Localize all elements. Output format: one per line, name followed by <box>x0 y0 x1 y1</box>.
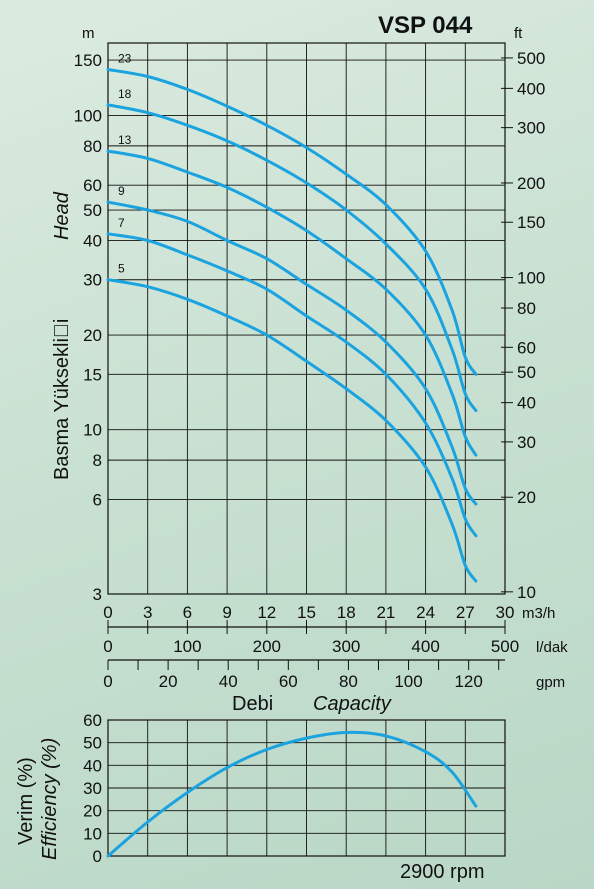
x-unit-m3h: m3/h <box>522 605 555 622</box>
head-curve-7 <box>106 232 478 538</box>
left-tick-label: 6 <box>93 490 102 509</box>
x-tick-label-gpm: 40 <box>219 672 238 691</box>
left-tick-label: 8 <box>93 451 102 470</box>
right-tick-label: 30 <box>517 433 536 452</box>
capacity-axes: 0 3 6 9 12 15 18 21 24 27 30 m3/h0 100 200 300 400 500 l/… <box>103 603 568 691</box>
x-tick-label-ldak: 200 <box>253 637 281 656</box>
x-tick-label-m3h: 0 <box>103 603 112 622</box>
left-tick-label: 80 <box>83 137 102 156</box>
eff-tick-label: 30 <box>83 779 102 798</box>
left-tick-label: 60 <box>83 176 102 195</box>
x-tick-label-m3h: 24 <box>416 603 435 622</box>
head-axis-title-italic: Head <box>51 191 73 240</box>
eff-tick-label: 0 <box>93 847 102 866</box>
curve-label: 9 <box>118 184 125 198</box>
efficiency-chart-grid <box>107 719 506 857</box>
left-tick-label: 30 <box>83 271 102 290</box>
right-tick-label: 20 <box>517 488 536 507</box>
x-unit-gpm: gpm <box>536 674 565 691</box>
x-tick-label-m3h: 21 <box>376 603 395 622</box>
capacity-title-italic: Capacity <box>313 693 392 715</box>
curve-label: 13 <box>118 133 132 147</box>
capacity-title: Debi <box>232 693 273 715</box>
right-tick-label: 50 <box>517 363 536 382</box>
x-tick-label-gpm: 0 <box>103 672 112 691</box>
efficiency-line <box>106 730 478 858</box>
x-tick-label-ldak: 100 <box>173 637 201 656</box>
left-tick-label: 150 <box>74 51 102 70</box>
right-tick-label: 400 <box>517 79 545 98</box>
curve-label: 7 <box>118 216 125 230</box>
head-axis-ticks: 3 6 8 10 15 20 30 40 50 60 80 100 150 10 20 30 40 50 60 80 1… <box>74 49 546 604</box>
x-tick-label-gpm: 100 <box>394 672 422 691</box>
x-unit-ldak: l/dak <box>536 639 568 656</box>
left-tick-label: 100 <box>74 106 102 125</box>
x-tick-label-m3h: 30 <box>496 603 515 622</box>
rpm-label: 2900 rpm <box>400 861 485 883</box>
efficiency-curve <box>106 730 478 858</box>
right-tick-label: 60 <box>517 338 536 357</box>
right-tick-label: 10 <box>517 583 536 602</box>
x-tick-label-ldak: 300 <box>332 637 360 656</box>
head-curve-23 <box>106 68 478 376</box>
head-curves: 23 18 13 9 7 5 <box>106 51 478 583</box>
left-tick-label: 20 <box>83 326 102 345</box>
curve-label: 18 <box>118 87 132 101</box>
x-tick-label-m3h: 15 <box>297 603 316 622</box>
x-tick-label-gpm: 120 <box>454 672 482 691</box>
chart-title: VSP 044 <box>378 12 473 39</box>
efficiency-axis-title: Verim (%) <box>15 757 37 845</box>
right-tick-label: 500 <box>517 49 545 68</box>
x-tick-label-m3h: 27 <box>456 603 475 622</box>
eff-tick-label: 20 <box>83 802 102 821</box>
right-unit-label: ft <box>514 25 523 42</box>
right-tick-label: 80 <box>517 299 536 318</box>
x-tick-label-m3h: 18 <box>337 603 356 622</box>
x-tick-label-gpm: 20 <box>159 672 178 691</box>
x-tick-label-m3h: 12 <box>257 603 276 622</box>
left-tick-label: 15 <box>83 365 102 384</box>
head-curve-13 <box>106 149 478 457</box>
left-tick-label: 3 <box>93 585 102 604</box>
right-tick-label: 150 <box>517 213 545 232</box>
x-tick-label-ldak: 0 <box>103 637 112 656</box>
left-tick-label: 10 <box>83 421 102 440</box>
left-tick-label: 40 <box>83 231 102 250</box>
efficiency-axis-title-italic: Efficiency (%) <box>39 738 61 860</box>
x-tick-label-ldak: 500 <box>491 637 519 656</box>
x-tick-label-m3h: 3 <box>143 603 152 622</box>
eff-tick-label: 50 <box>83 734 102 753</box>
x-tick-label-m3h: 6 <box>183 603 192 622</box>
eff-tick-label: 60 <box>83 711 102 730</box>
x-tick-label-gpm: 80 <box>339 672 358 691</box>
head-curve-5 <box>106 278 478 583</box>
eff-tick-label: 10 <box>83 824 102 843</box>
left-unit-label: m <box>82 25 95 42</box>
left-tick-label: 50 <box>83 201 102 220</box>
efficiency-axis-ticks: 0 10 20 30 40 50 60 <box>83 711 102 866</box>
head-curve-18 <box>106 103 478 413</box>
right-tick-label: 200 <box>517 174 545 193</box>
right-tick-label: 300 <box>517 119 545 138</box>
eff-tick-label: 40 <box>83 756 102 775</box>
x-tick-label-ldak: 400 <box>411 637 439 656</box>
head-curve-9 <box>106 200 478 506</box>
head-axis-title: Basma Yüksekli i <box>51 319 73 480</box>
curve-label: 23 <box>118 51 132 65</box>
right-tick-label: 40 <box>517 394 536 413</box>
right-tick-label: 100 <box>517 269 545 288</box>
x-tick-label-gpm: 60 <box>279 672 298 691</box>
curve-label: 5 <box>118 262 125 276</box>
x-tick-label-m3h: 9 <box>222 603 231 622</box>
